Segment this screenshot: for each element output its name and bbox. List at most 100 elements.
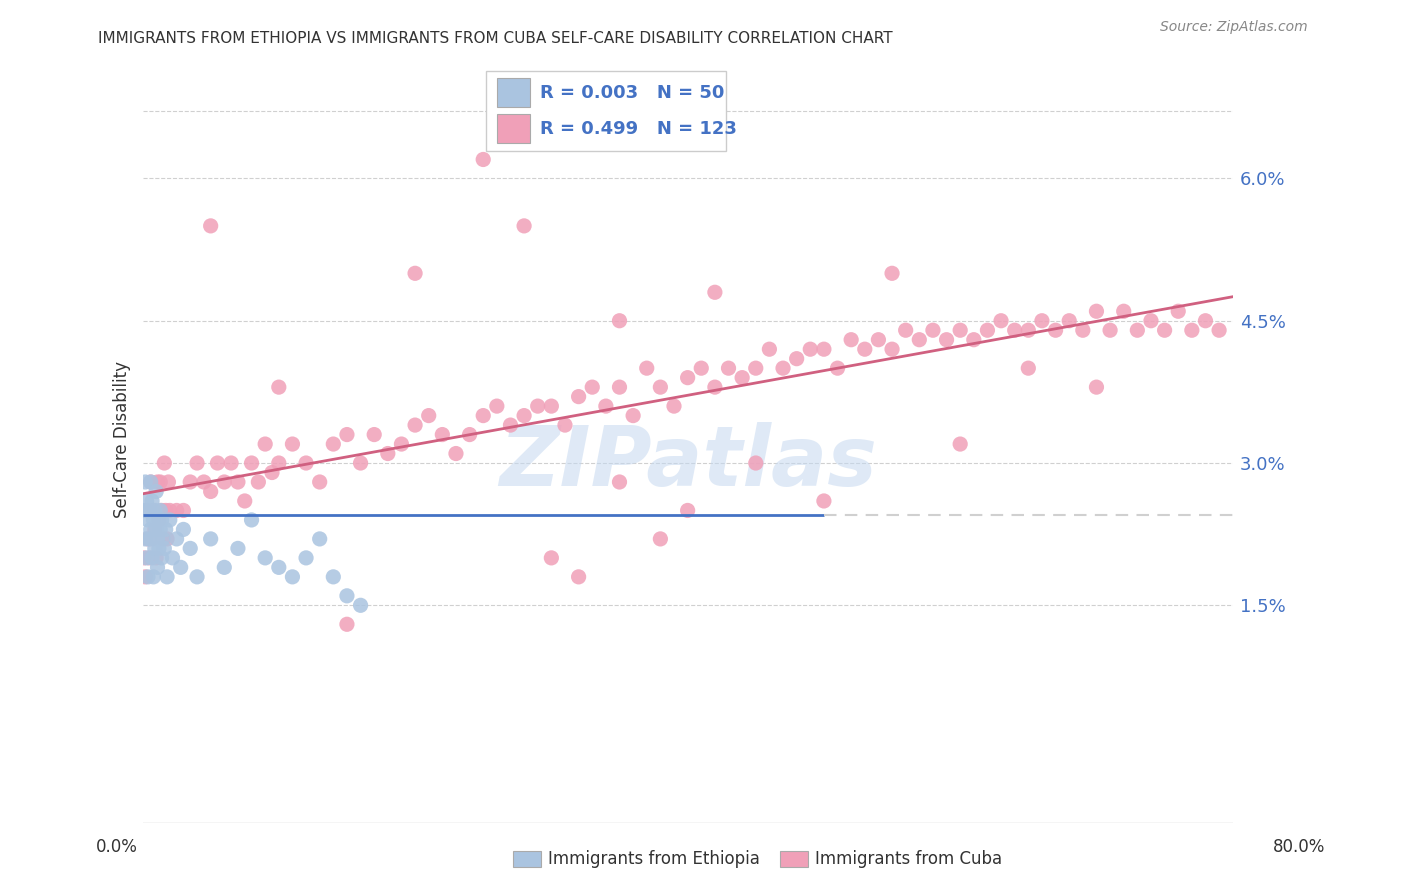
Point [540, 550, 562, 565]
Point [758, 342, 780, 356]
Point [568, 570, 591, 584]
Point [404, 418, 426, 433]
Point [1017, 361, 1039, 376]
Point [295, 550, 318, 565]
Point [138, 503, 160, 517]
Point [1031, 314, 1053, 328]
Point [157, 475, 180, 489]
Point [813, 342, 835, 356]
Point [200, 219, 222, 233]
Text: Source: ZipAtlas.com: Source: ZipAtlas.com [1160, 20, 1308, 34]
Point [155, 503, 177, 517]
Point [568, 390, 591, 404]
Point [786, 351, 808, 366]
Point [200, 532, 222, 546]
Point [458, 427, 481, 442]
Point [186, 456, 208, 470]
Point [1181, 323, 1204, 337]
Point [609, 475, 631, 489]
Point [166, 532, 188, 546]
Point [703, 380, 725, 394]
Point [745, 456, 768, 470]
Point [166, 503, 188, 517]
Point [134, 475, 156, 489]
Text: 80.0%: 80.0% [1272, 838, 1326, 855]
Point [145, 484, 167, 499]
Point [662, 399, 685, 413]
Point [240, 513, 263, 527]
Point [377, 446, 399, 460]
Point [336, 589, 359, 603]
Point [281, 570, 304, 584]
Point [499, 418, 522, 433]
Point [1126, 323, 1149, 337]
Point [226, 541, 249, 556]
Point [132, 503, 155, 517]
Point [717, 361, 740, 376]
Text: R = 0.003   N = 50: R = 0.003 N = 50 [540, 84, 725, 102]
Point [813, 494, 835, 508]
Point [200, 484, 222, 499]
Text: R = 0.499   N = 123: R = 0.499 N = 123 [540, 120, 737, 138]
Point [472, 409, 495, 423]
Point [254, 550, 277, 565]
Point [485, 399, 508, 413]
Point [444, 446, 467, 460]
Point [853, 342, 876, 356]
Point [219, 456, 242, 470]
Point [363, 427, 385, 442]
Point [1194, 314, 1216, 328]
Point [1085, 380, 1108, 394]
Point [703, 285, 725, 300]
Point [894, 323, 917, 337]
Point [135, 494, 157, 508]
Point [609, 314, 631, 328]
Point [156, 570, 179, 584]
Point [149, 503, 172, 517]
Point [152, 532, 174, 546]
Point [554, 418, 576, 433]
Point [162, 550, 184, 565]
Point [308, 532, 330, 546]
FancyBboxPatch shape [486, 70, 725, 151]
Point [322, 437, 344, 451]
Point [650, 532, 672, 546]
Point [349, 599, 371, 613]
Point [146, 560, 169, 574]
Point [336, 427, 359, 442]
Point [153, 541, 176, 556]
Point [949, 437, 972, 451]
Point [745, 361, 768, 376]
Point [136, 513, 159, 527]
Point [1167, 304, 1189, 318]
Point [240, 456, 263, 470]
Point [432, 427, 454, 442]
Point [1017, 323, 1039, 337]
Point [186, 570, 208, 584]
Point [391, 437, 413, 451]
Point [1085, 304, 1108, 318]
Point [949, 323, 972, 337]
Point [207, 456, 229, 470]
Point [650, 380, 672, 394]
Point [214, 560, 236, 574]
Point [540, 399, 562, 413]
Point [172, 523, 194, 537]
Point [935, 333, 957, 347]
Point [135, 503, 157, 517]
Point [139, 523, 162, 537]
Point [418, 409, 440, 423]
Point [513, 409, 536, 423]
Point [138, 532, 160, 546]
Point [676, 503, 699, 517]
Point [148, 513, 170, 527]
Point [145, 523, 167, 537]
Point [136, 570, 159, 584]
Point [1045, 323, 1067, 337]
Bar [496, 114, 530, 144]
Point [349, 456, 371, 470]
Point [159, 513, 181, 527]
Point [214, 475, 236, 489]
Bar [496, 78, 530, 107]
Point [404, 266, 426, 280]
